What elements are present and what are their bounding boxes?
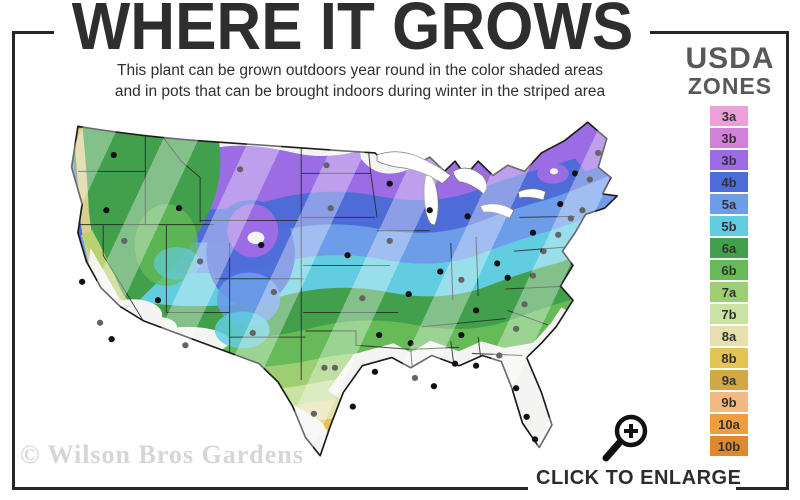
- zone-swatch-6b: 6b: [710, 260, 748, 280]
- frame-border-top-right: [650, 31, 789, 34]
- zone-swatch-6a: 6a: [710, 238, 748, 258]
- state-borders: [73, 128, 576, 381]
- subtitle-line-1: This plant can be grown outdoors year ro…: [117, 62, 603, 79]
- zone-swatch-8b: 8b: [710, 348, 748, 368]
- zone-swatch-7a: 7a: [710, 282, 748, 302]
- zone-swatch-3b-2: 3b: [710, 150, 748, 170]
- legend-heading: USDA ZONES: [678, 42, 782, 99]
- zone-swatch-8a: 8a: [710, 326, 748, 346]
- frame-border-right: [786, 31, 789, 490]
- subtitle-line-2: and in pots that can be brought indoors …: [114, 83, 606, 100]
- zone-swatch-3b: 3b: [710, 128, 748, 148]
- zone-shading: [71, 122, 618, 456]
- zone-swatch-4b: 4b: [710, 172, 748, 192]
- legend-heading-usda: USDA: [685, 42, 775, 75]
- frame-border-left: [12, 31, 15, 490]
- us-zones-map[interactable]: [40, 110, 672, 468]
- page-subtitle: This plant can be grown outdoors year ro…: [70, 60, 650, 102]
- watermark: © Wilson Bros Gardens: [20, 440, 304, 469]
- magnifier-icon[interactable]: [598, 410, 656, 468]
- city-dots: [78, 149, 602, 443]
- zone-swatch-9a: 9a: [710, 370, 748, 390]
- zone-swatch-10b: 10b: [710, 436, 748, 456]
- zone-swatch-10a: 10a: [710, 414, 748, 434]
- zone-legend: 3a 3b 3b 4b 5a 5b 6a 6b 7a 7b 8a 8b 9a 9…: [710, 106, 748, 458]
- frame-border-top-left: [12, 31, 54, 34]
- zone-swatch-5a: 5a: [710, 194, 748, 214]
- zone-swatch-9b: 9b: [710, 392, 748, 412]
- zone-swatch-5b: 5b: [710, 216, 748, 236]
- zone-swatch-7b: 7b: [710, 304, 748, 324]
- us-outline: [70, 121, 619, 457]
- us-map-svg: [70, 121, 619, 457]
- click-to-enlarge-label[interactable]: CLICK TO ENLARGE: [536, 467, 742, 489]
- legend-heading-zones: ZONES: [687, 73, 773, 99]
- page-title: WHERE IT GROWS: [71, 0, 634, 65]
- zone-swatch-3a: 3a: [710, 106, 748, 126]
- frame-border-bottom-right: [736, 487, 789, 490]
- frame-border-bottom-left: [12, 487, 528, 490]
